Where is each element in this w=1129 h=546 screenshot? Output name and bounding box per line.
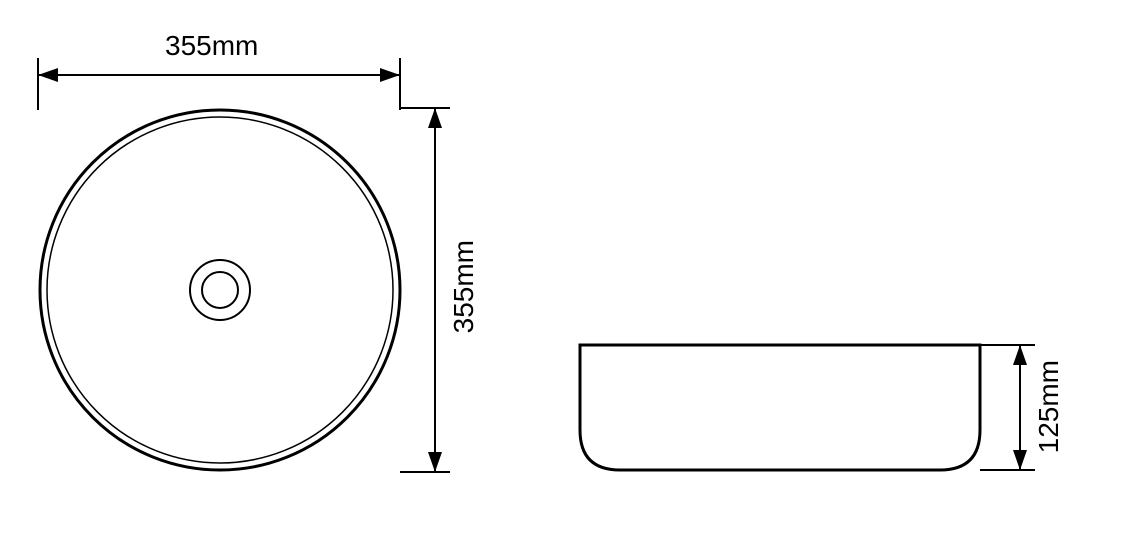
height-dimension-label: 355mm bbox=[448, 240, 480, 333]
side-height-dimension-label: 125mm bbox=[1033, 360, 1065, 453]
top-view-drawing bbox=[0, 0, 1129, 546]
width-dimension-label: 355mm bbox=[165, 30, 258, 62]
